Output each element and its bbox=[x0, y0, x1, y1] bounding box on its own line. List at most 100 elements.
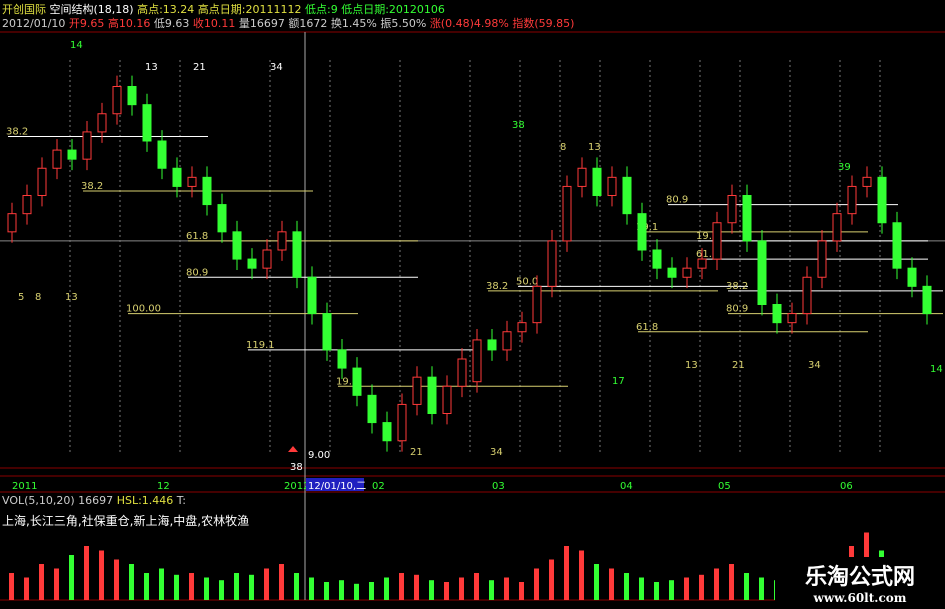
high-date-label: 高点日期:20111112 bbox=[197, 3, 302, 16]
candle-body bbox=[592, 167, 602, 196]
count-label: 14 bbox=[930, 364, 943, 375]
candle-body bbox=[37, 167, 47, 196]
volume-bar bbox=[324, 582, 329, 600]
volume-bar bbox=[669, 580, 674, 600]
candle-body bbox=[817, 240, 827, 278]
count-label: 39 bbox=[838, 162, 851, 173]
x-tick-label: 05 bbox=[718, 481, 731, 492]
volume-bar bbox=[279, 564, 284, 600]
vol-hsl: HSL:1.446 bbox=[116, 494, 174, 507]
count-label: 17 bbox=[612, 376, 625, 387]
candle-body bbox=[202, 176, 212, 206]
count-label: 21 bbox=[410, 447, 423, 458]
candle-body bbox=[352, 367, 362, 396]
fib-level-label: 38.2 bbox=[726, 281, 748, 292]
candle-body bbox=[742, 195, 752, 242]
volume-bar bbox=[294, 573, 299, 600]
volume-bar bbox=[354, 583, 359, 600]
candle-body bbox=[922, 285, 932, 315]
candle-body bbox=[877, 176, 887, 224]
low-price-label: 9.00 bbox=[308, 450, 330, 461]
x-tick-label: 2012 bbox=[284, 481, 309, 492]
candle-body bbox=[802, 276, 812, 315]
fib-level-label: 38.2 bbox=[81, 181, 103, 192]
volume-bar bbox=[234, 573, 239, 600]
volume-bar bbox=[624, 573, 629, 600]
volume-bar bbox=[474, 573, 479, 600]
volume-bar bbox=[54, 568, 59, 600]
vol-title: VOL(5,10,20) 16697 bbox=[2, 494, 114, 507]
candle-body bbox=[157, 140, 167, 169]
candle-body bbox=[442, 385, 452, 414]
candle-body bbox=[232, 231, 242, 260]
volume-bar bbox=[189, 573, 194, 600]
watermark-url: www.60lt.com bbox=[813, 591, 907, 605]
candle-body bbox=[172, 167, 182, 187]
x-tick-label: 02 bbox=[372, 481, 385, 492]
candle-body bbox=[112, 86, 122, 115]
watermark-name: 乐淘公式网 bbox=[804, 565, 915, 590]
high-label: 高点:13.24 bbox=[137, 3, 195, 16]
count-label: 14 bbox=[70, 40, 83, 51]
volume-bar bbox=[684, 577, 689, 600]
indicator-name: 空间结构(18,18) bbox=[49, 3, 134, 16]
quote-low: 低9.63 bbox=[153, 17, 190, 30]
candle-body bbox=[487, 339, 497, 351]
candle-body bbox=[7, 213, 17, 233]
candle-body bbox=[517, 322, 527, 333]
quote-index: 指数(59.85) bbox=[512, 17, 575, 30]
candle-body bbox=[337, 349, 347, 369]
candle-body bbox=[427, 376, 437, 414]
candle-body bbox=[382, 422, 392, 442]
volume-bar bbox=[219, 580, 224, 600]
fib-level-label: 19.1 bbox=[696, 231, 718, 242]
volume-bar bbox=[384, 577, 389, 600]
x-tick-label: 06 bbox=[840, 481, 853, 492]
candle-body bbox=[667, 267, 677, 278]
quote-close: 收10.11 bbox=[192, 17, 236, 30]
volume-bar bbox=[339, 580, 344, 600]
fib-level-label: 19.1 bbox=[636, 222, 658, 233]
volume-bar bbox=[159, 568, 164, 600]
date-cursor-box bbox=[306, 478, 364, 491]
volume-bar bbox=[459, 577, 464, 600]
volume-bar bbox=[309, 577, 314, 600]
volume-bar bbox=[174, 574, 179, 600]
volume-bar bbox=[519, 582, 524, 600]
volume-bar bbox=[579, 550, 584, 600]
volume-bar bbox=[129, 564, 134, 600]
quote-amount: 额1672 bbox=[288, 17, 328, 30]
volume-header: VOL(5,10,20) 16697 HSL:1.446 T: bbox=[2, 494, 186, 507]
candle-body bbox=[52, 149, 62, 169]
volume-bar bbox=[9, 573, 14, 600]
volume-bar bbox=[99, 550, 104, 600]
candle-body bbox=[577, 167, 587, 187]
candle-body bbox=[727, 195, 737, 224]
volume-bar bbox=[249, 574, 254, 600]
candle-body bbox=[562, 185, 572, 242]
volume-bar bbox=[504, 577, 509, 600]
fib-level-label: 50.0 bbox=[516, 276, 538, 287]
fib-level-label: 61.8 bbox=[636, 322, 658, 333]
quote-change: 涨(0.48)4.98% bbox=[429, 17, 509, 30]
fib-level-label: 80.9 bbox=[726, 304, 748, 315]
quote-high: 高10.16 bbox=[107, 17, 151, 30]
low-date-label: 低点日期:20120106 bbox=[341, 3, 445, 16]
low-label: 低点:9 bbox=[304, 3, 338, 16]
volume-bar bbox=[639, 577, 644, 600]
volume-bar bbox=[114, 559, 119, 600]
quote-turnover: 换1.45% bbox=[330, 17, 377, 30]
stock-name: 开创国际 bbox=[2, 3, 46, 16]
low-arrow-icon bbox=[288, 446, 298, 452]
volume-bar bbox=[444, 582, 449, 600]
count-label: 13 bbox=[145, 62, 158, 73]
candle-body bbox=[322, 313, 332, 351]
count-label: 13 bbox=[588, 142, 601, 153]
candle-body bbox=[862, 176, 872, 187]
x-tick-label: 12 bbox=[157, 481, 170, 492]
volume-bar bbox=[399, 573, 404, 600]
candle-body bbox=[262, 249, 272, 269]
candle-body bbox=[847, 185, 857, 215]
fib-level-label: 100.00 bbox=[126, 304, 161, 315]
count-label: 38 bbox=[512, 120, 525, 131]
